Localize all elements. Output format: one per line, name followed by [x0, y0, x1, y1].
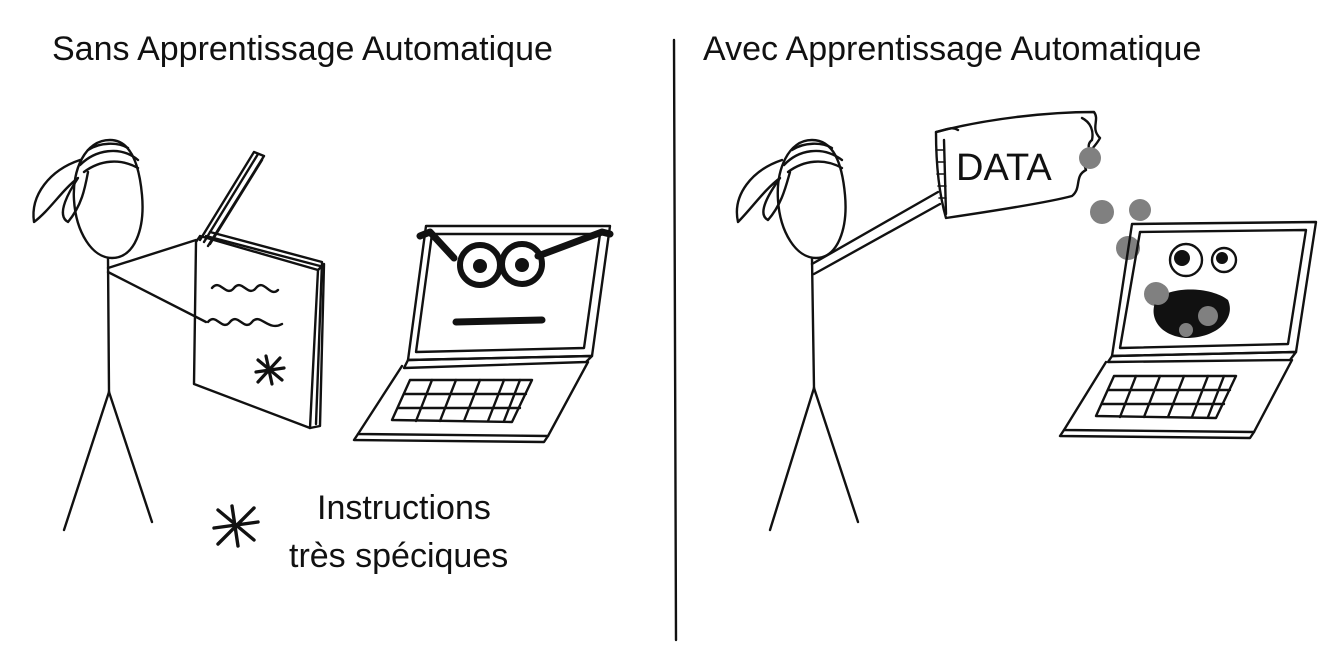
panel-title-right: Avec Apprentissage Automatique — [703, 30, 1202, 68]
stick-figure-left — [32, 138, 208, 532]
instruction-book — [192, 150, 326, 430]
instructions-note-line2: très spéciques — [289, 537, 509, 575]
stick-figure-right — [735, 138, 942, 532]
data-bag: DATA — [934, 110, 1102, 220]
laptop-left — [352, 224, 612, 444]
instructions-note-line1: Instructions — [317, 489, 491, 527]
glasses-face — [416, 228, 614, 326]
laptop-right — [1058, 220, 1318, 440]
panel-divider — [672, 38, 678, 642]
panel-title-left: Sans Apprentissage Automatique — [52, 30, 553, 68]
hungry-face — [1147, 242, 1238, 338]
data-bag-label: DATA — [956, 147, 1052, 189]
asterisk-footnote-icon — [212, 504, 260, 548]
